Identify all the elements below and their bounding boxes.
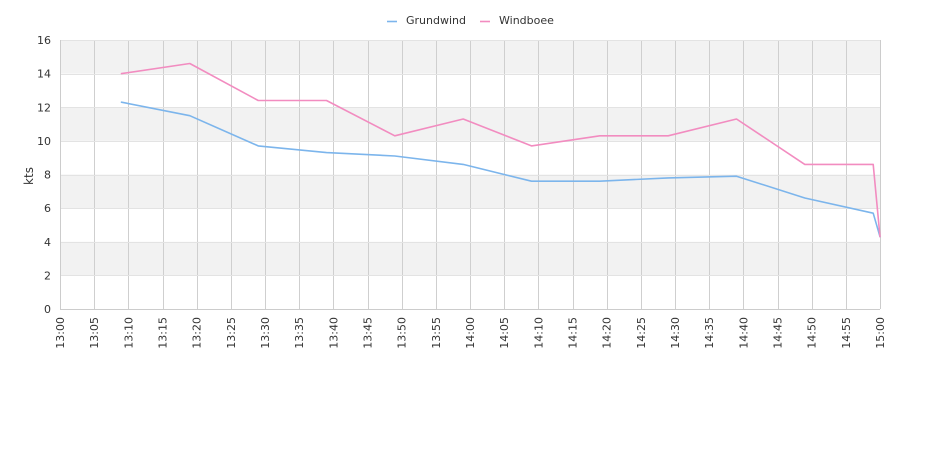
x-tick-label: 14:25 (635, 317, 648, 349)
plot-frame (60, 40, 881, 310)
x-tick-label: 14:35 (703, 317, 716, 349)
x-tick-label: 14:50 (806, 317, 819, 349)
legend-item-windboee[interactable]: Windboee (480, 14, 554, 27)
y-tick-label: 6 (44, 202, 51, 215)
x-tick-label: 13:45 (362, 317, 375, 349)
x-tick-label: 13:20 (191, 317, 204, 349)
y-axis-title: kts (22, 167, 36, 185)
legend-label: Windboee (499, 14, 554, 27)
y-tick-label: 4 (44, 236, 51, 249)
x-tick-label: 13:50 (396, 317, 409, 349)
x-tick-label: 14:45 (772, 317, 785, 349)
legend-item-grundwind[interactable]: Grundwind (387, 14, 466, 27)
y-tick-label: 14 (37, 68, 51, 81)
x-tick-label: 13:55 (430, 317, 443, 349)
x-tick-label: 14:30 (669, 317, 682, 349)
y-tick-label: 10 (37, 135, 51, 148)
x-tick-label: 14:10 (532, 317, 545, 349)
y-tick-label: 0 (44, 303, 51, 316)
x-tick-label: 13:30 (259, 317, 272, 349)
x-axis-ticks: 13:00 13:05 13:10 13:15 13:20 13:25 13:30 13:35… (54, 317, 887, 349)
series-lines (120, 62, 881, 238)
y-tick-label: 16 (37, 34, 51, 47)
x-tick-label: 14:40 (737, 317, 750, 349)
x-tick-label: 13:10 (122, 317, 135, 349)
x-tick-label: 14:05 (498, 317, 511, 349)
x-tick-label: 14:15 (567, 317, 580, 349)
x-tick-label: 14:55 (840, 317, 853, 349)
y-tick-label: 8 (44, 169, 51, 182)
x-tick-label: 13:40 (327, 317, 340, 349)
x-tick-label: 15:00 (874, 317, 887, 349)
x-tick-label: 13:00 (54, 317, 67, 349)
x-tick-label: 13:05 (88, 317, 101, 349)
x-tick-label: 13:35 (293, 317, 306, 349)
legend[interactable]: Grundwind Windboee (387, 14, 554, 27)
y-axis-ticks: 0 2 4 6 8 10 12 14 16 (37, 34, 51, 316)
legend-label: Grundwind (406, 14, 466, 27)
x-tick-label: 14:00 (464, 317, 477, 349)
x-tick-label: 13:15 (157, 317, 170, 349)
x-tick-label: 14:20 (601, 317, 614, 349)
y-tick-label: 2 (44, 269, 51, 282)
x-tick-label: 13:25 (225, 317, 238, 349)
series-line-grundwind (120, 101, 881, 238)
y-tick-label: 12 (37, 101, 51, 114)
series-line-windboee (120, 62, 881, 238)
